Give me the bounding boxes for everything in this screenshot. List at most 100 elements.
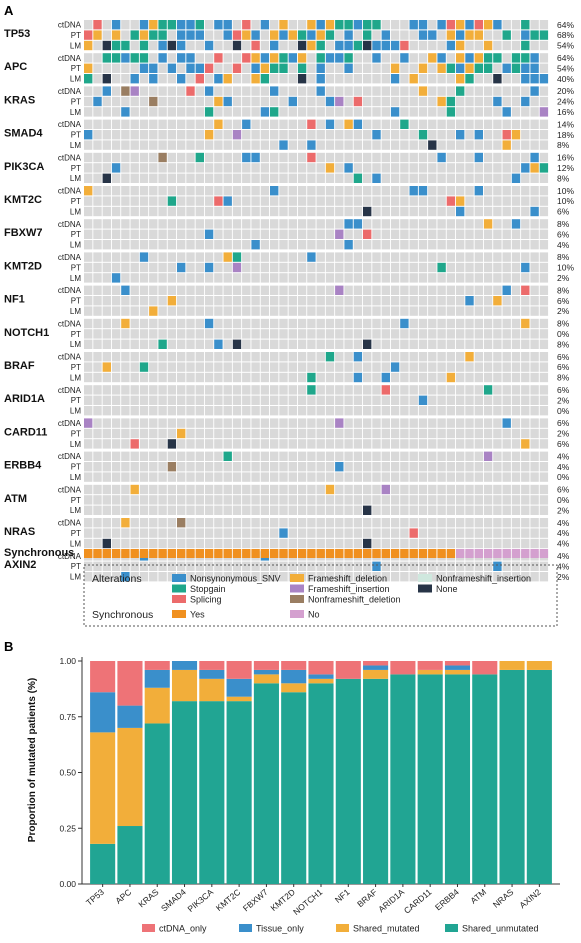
oncoprint-cell — [316, 173, 325, 183]
oncoprint-cell — [260, 472, 270, 482]
oncoprint-cell — [539, 538, 549, 549]
oncoprint-cell — [139, 495, 149, 505]
oncoprint-cell — [84, 163, 93, 173]
oncoprint-cell — [409, 96, 418, 107]
oncoprint-cell — [400, 74, 409, 84]
oncoprint-cell — [437, 472, 446, 482]
oncoprint-cell — [214, 30, 223, 40]
oncoprint-cell — [372, 395, 381, 405]
oncoprint-cell — [158, 472, 167, 482]
oncoprint-cell — [251, 196, 260, 206]
oncoprint-cell — [465, 462, 474, 472]
oncoprint-cell — [232, 107, 242, 117]
oncoprint-cell — [521, 505, 530, 515]
oncoprint-cell — [195, 53, 204, 63]
oncoprint-cell — [84, 130, 93, 140]
oncoprint-cell — [232, 262, 242, 273]
oncoprint-cell — [530, 495, 539, 505]
oncoprint-cell — [260, 385, 270, 395]
legend-swatch-nonframeshift_deletion — [290, 595, 304, 603]
oncoprint-cell — [344, 428, 353, 439]
oncoprint-cell — [158, 318, 167, 329]
oncoprint-cell — [297, 329, 307, 339]
mutation-percent: 20% — [557, 86, 574, 96]
mutation-percent: 2% — [557, 395, 570, 405]
oncoprint-cell — [297, 318, 307, 329]
oncoprint-cell — [521, 439, 530, 449]
oncoprint-cell — [288, 240, 297, 250]
oncoprint-cell — [539, 252, 549, 262]
oncoprint-cell — [102, 561, 111, 571]
sample-label-lm: LM — [70, 373, 81, 382]
oncoprint-cell — [474, 495, 483, 505]
oncoprint-cell — [335, 418, 344, 428]
oncoprint-cell — [177, 152, 186, 163]
sample-label-pt: PT — [71, 164, 81, 173]
oncoprint-cell — [437, 196, 446, 206]
oncoprint-cell — [316, 561, 325, 571]
oncoprint-cell — [186, 196, 195, 206]
oncoprint-cell — [260, 262, 270, 273]
oncoprint-cell — [400, 518, 409, 528]
oncoprint-cell — [121, 339, 130, 349]
oncoprint-cell — [84, 385, 93, 395]
oncoprint-cell — [363, 140, 372, 150]
sample-label-ctdna: ctDNA — [58, 187, 82, 196]
oncoprint-cell — [372, 428, 381, 439]
oncoprint-cell — [288, 451, 297, 461]
oncoprint-cell — [409, 140, 418, 150]
oncoprint-cell — [279, 329, 288, 339]
oncoprint-cell — [502, 186, 511, 196]
synchronous-cell — [390, 549, 400, 558]
oncoprint-cell — [474, 572, 483, 582]
oncoprint-cell — [102, 528, 111, 538]
oncoprint-cell — [502, 20, 511, 30]
oncoprint-cell — [381, 196, 390, 206]
oncoprint-cell — [251, 186, 260, 196]
oncoprint-cell — [456, 262, 465, 273]
oncoprint-cell — [521, 186, 530, 196]
oncoprint-cell — [270, 229, 279, 239]
oncoprint-cell — [465, 252, 474, 262]
oncoprint-cell — [456, 273, 465, 283]
oncoprint-cell — [530, 206, 539, 217]
synchronous-cell — [242, 549, 251, 558]
bar-segment-shared_mutated — [144, 687, 170, 724]
oncoprint-cell — [195, 130, 204, 140]
oncoprint-cell — [390, 262, 400, 273]
oncoprint-cell — [344, 472, 353, 482]
oncoprint-cell — [474, 252, 483, 262]
oncoprint-cell — [270, 296, 279, 306]
oncoprint-cell — [502, 229, 511, 239]
oncoprint-cell — [372, 240, 381, 250]
oncoprint-cell — [177, 518, 186, 528]
oncoprint-cell — [167, 385, 177, 395]
oncoprint-cell — [465, 561, 474, 571]
oncoprint-cell — [186, 206, 195, 217]
oncoprint-cell — [270, 219, 279, 229]
oncoprint-cell — [335, 63, 344, 73]
oncoprint-cell — [511, 252, 521, 262]
oncoprint-cell — [232, 219, 242, 229]
oncoprint-cell — [130, 86, 139, 96]
oncoprint-cell — [390, 306, 400, 316]
oncoprint-cell — [84, 252, 93, 262]
oncoprint-cell — [297, 472, 307, 482]
oncoprint-cell — [195, 229, 204, 239]
sample-label-lm: LM — [70, 307, 81, 316]
oncoprint-cell — [325, 86, 335, 96]
oncoprint-cell — [167, 163, 177, 173]
oncoprint-cell — [502, 285, 511, 295]
oncoprint-cell — [130, 385, 139, 395]
oncoprint-cell — [139, 362, 149, 372]
oncoprint-cell — [446, 352, 456, 362]
mutation-percent: 6% — [557, 385, 570, 395]
oncoprint-cell — [456, 30, 465, 40]
oncoprint-cell — [474, 196, 483, 206]
oncoprint-cell — [456, 329, 465, 339]
oncoprint-cell — [521, 219, 530, 229]
x-tick-label: AXIN2 — [517, 887, 542, 911]
oncoprint-cell — [465, 262, 474, 273]
oncoprint-cell — [297, 505, 307, 515]
oncoprint-cell — [130, 362, 139, 372]
